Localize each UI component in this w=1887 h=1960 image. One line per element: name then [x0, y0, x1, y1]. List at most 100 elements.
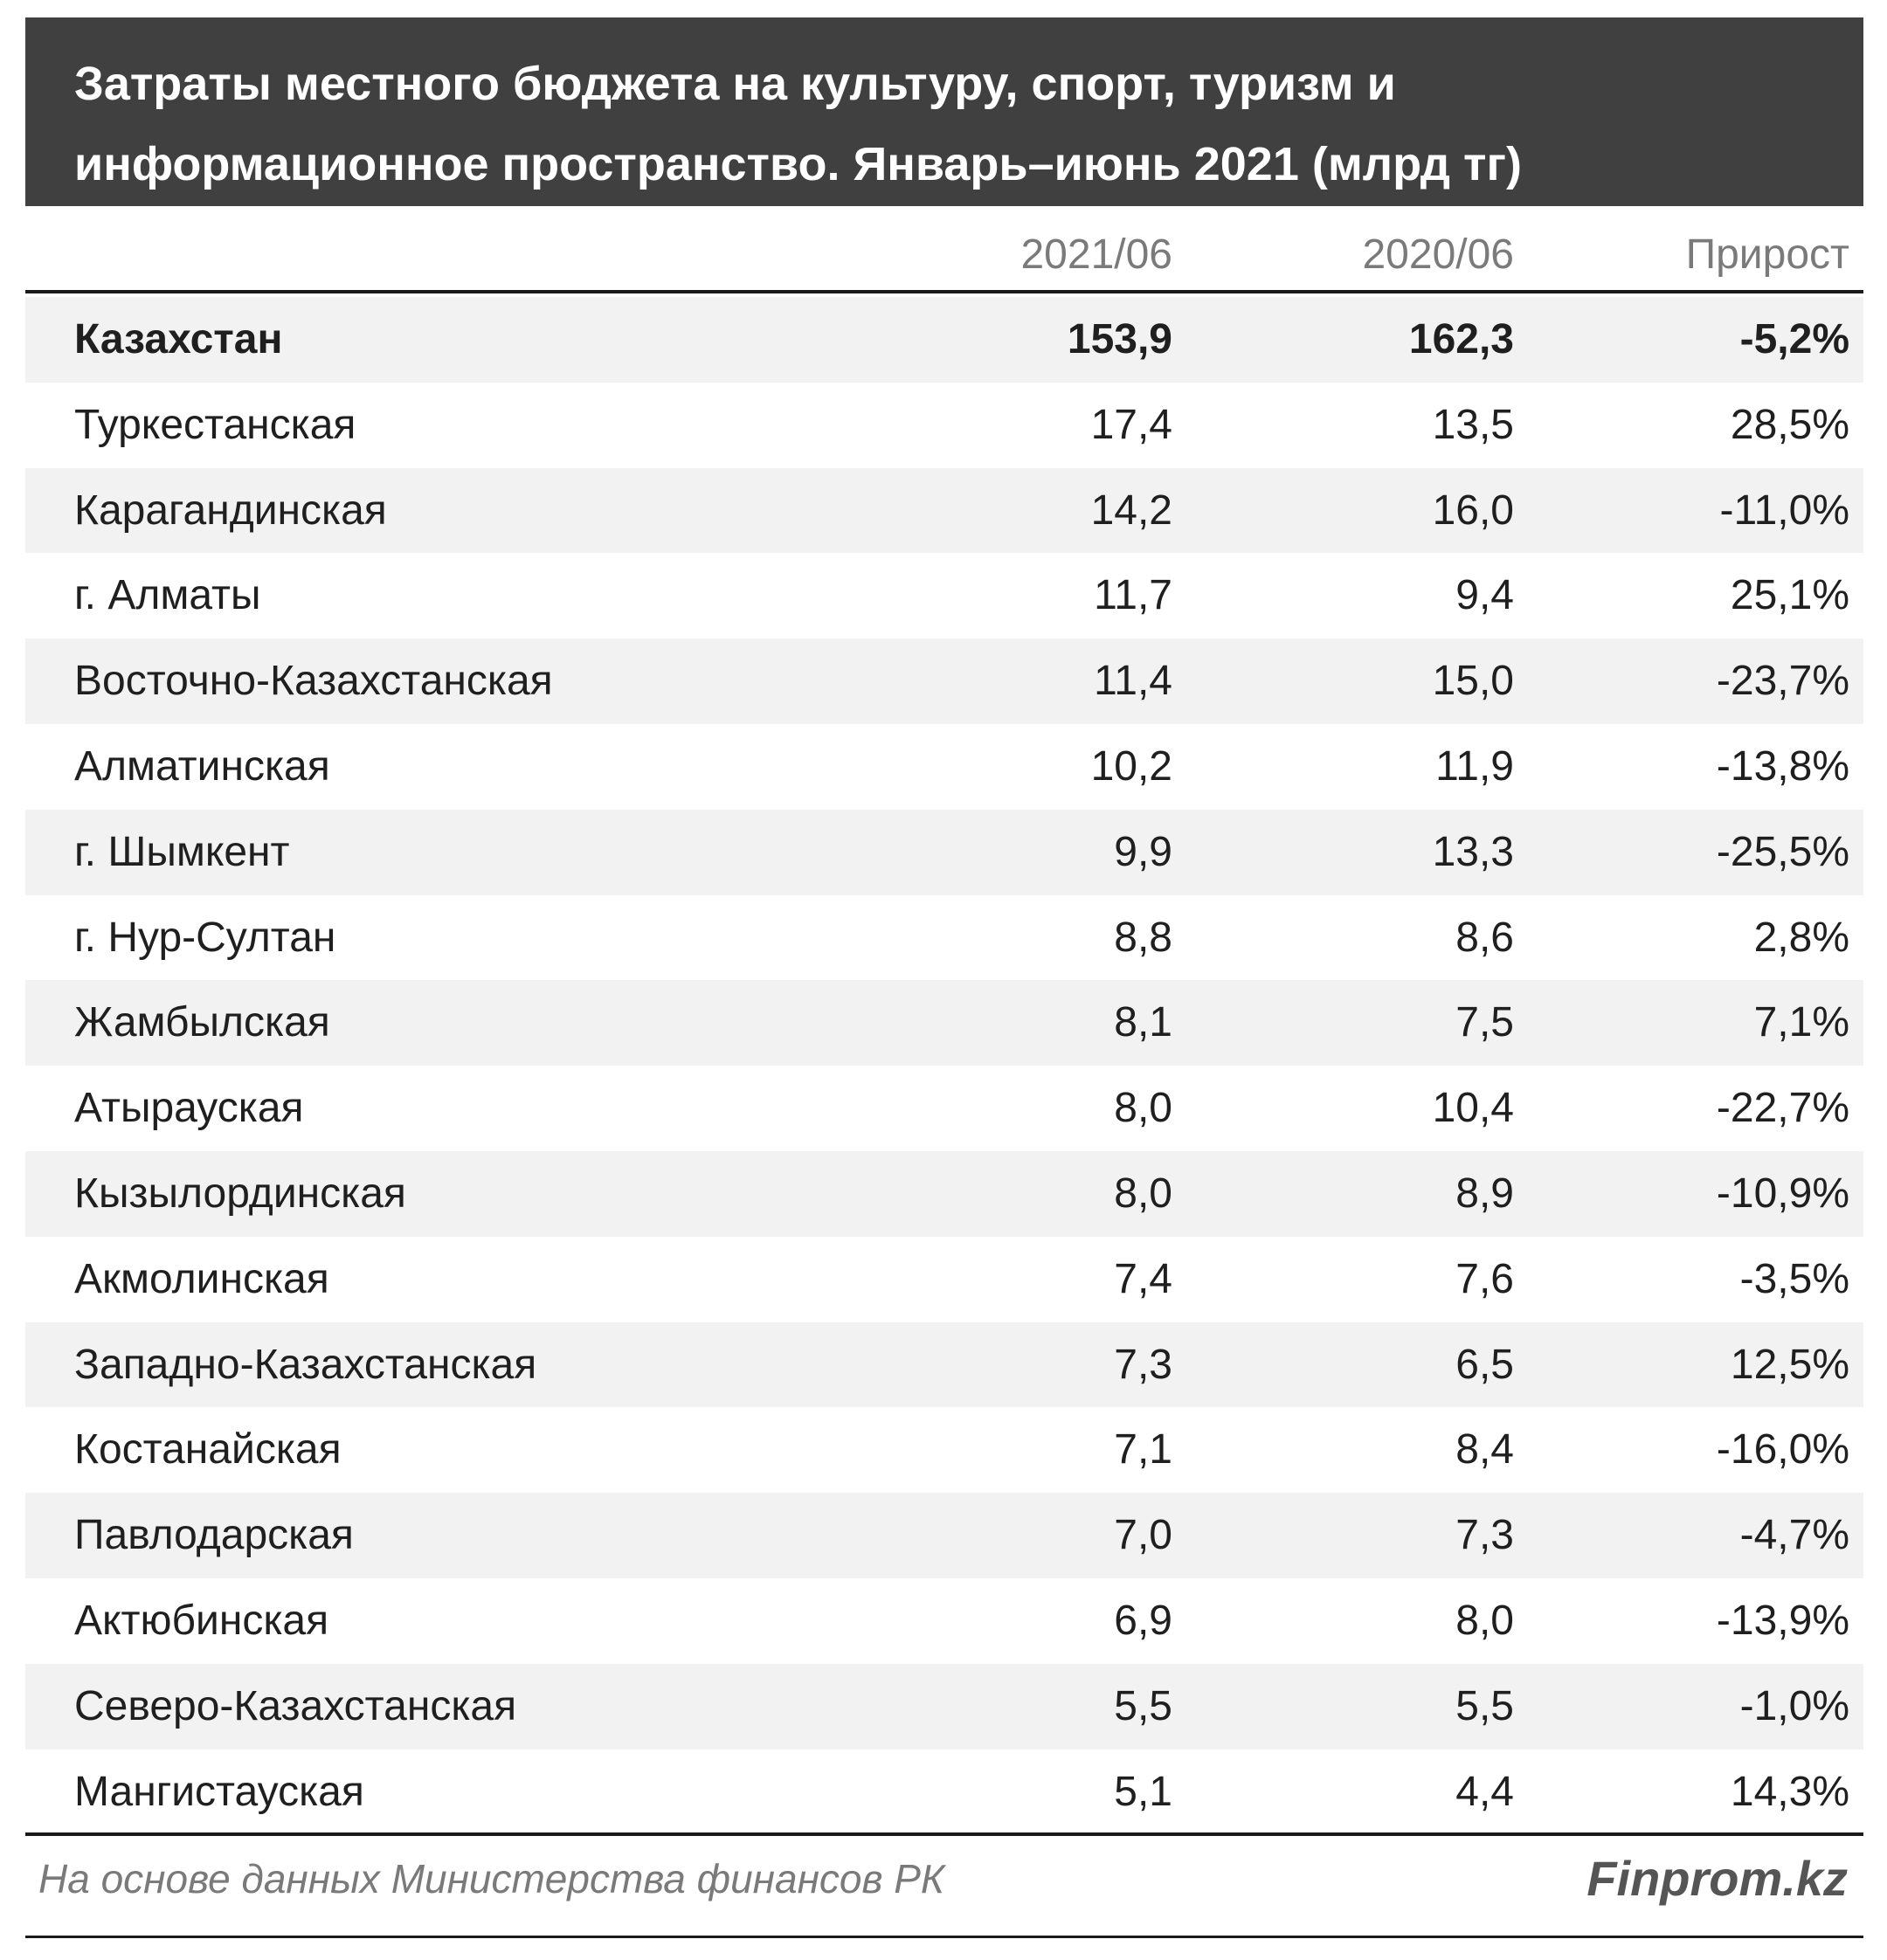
region-name: Жамбылская: [74, 999, 330, 1046]
region-name: г. Шымкент: [74, 828, 290, 875]
value-2021: 11,7: [1094, 572, 1172, 619]
region-name: Туркестанская: [74, 401, 356, 448]
value-2021: 14,2: [1090, 487, 1172, 534]
chart-title: Затраты местного бюджета на культуру, сп…: [74, 58, 1522, 190]
region-name: Кызылординская: [74, 1170, 406, 1217]
region-name: Алматинская: [74, 742, 330, 790]
table-header: 2021/06 2020/06 Прирост: [25, 206, 1863, 293]
value-2021: 10,2: [1090, 742, 1172, 790]
value-2020: 16,0: [1432, 487, 1514, 534]
region-name: Атырауская: [74, 1085, 304, 1132]
value-2020: 8,4: [1455, 1426, 1514, 1473]
value-2020: 13,3: [1432, 828, 1514, 875]
region-name: Казахстан: [74, 316, 283, 362]
column-header-growth: Прирост: [1685, 231, 1849, 278]
region-name: Актюбинская: [74, 1597, 329, 1644]
value-2021: 7,4: [1114, 1255, 1172, 1302]
value-2021: 6,9: [1114, 1597, 1172, 1644]
region-name: Северо-Казахстанская: [74, 1682, 517, 1729]
value-2020: 7,6: [1455, 1255, 1514, 1302]
region-name: Мангистауская: [74, 1768, 364, 1815]
value-2021: 153,9: [1067, 316, 1172, 362]
growth-value: 7,1%: [1753, 999, 1849, 1046]
region-name: Павлодарская: [74, 1512, 354, 1559]
footer-border: [25, 1936, 1863, 1938]
value-2020: 13,5: [1432, 401, 1514, 448]
table-row: г. Алматы 11,7 9,4 25,1%: [25, 553, 1863, 638]
growth-value: -10,9%: [1716, 1170, 1849, 1217]
growth-value: -11,0%: [1719, 487, 1849, 534]
value-2020: 6,5: [1455, 1341, 1514, 1388]
region-name: г. Алматы: [74, 572, 261, 619]
growth-value: -5,2%: [1739, 316, 1849, 362]
value-2020: 162,3: [1408, 316, 1514, 362]
value-2020: 7,5: [1455, 999, 1514, 1046]
column-header-2020: 2020/06: [1362, 231, 1514, 278]
table-row: г. Шымкент 9,9 13,3 -25,5%: [25, 809, 1863, 895]
value-2021: 8,1: [1114, 999, 1172, 1046]
table-row: Актюбинская 6,9 8,0 -13,9%: [25, 1578, 1863, 1664]
table-row: Западно-Казахстанская 7,3 6,5 12,5%: [25, 1322, 1863, 1408]
table-row: Жамбылская 8,1 7,5 7,1%: [25, 980, 1863, 1066]
value-2021: 5,1: [1114, 1768, 1172, 1815]
value-2021: 11,4: [1094, 658, 1172, 705]
value-2021: 17,4: [1090, 401, 1172, 448]
growth-value: -3,5%: [1739, 1255, 1849, 1302]
column-header-2021: 2021/06: [1020, 231, 1172, 278]
region-name: Карагандинская: [74, 487, 387, 534]
value-2020: 15,0: [1432, 658, 1514, 705]
table-row: Мангистауская 5,1 4,4 14,3%: [25, 1750, 1863, 1835]
value-2021: 8,0: [1114, 1170, 1172, 1217]
table-row: Атырауская 8,0 10,4 -22,7%: [25, 1066, 1863, 1151]
table-body: Казахстан 153,9 162,3 -5,2% Туркестанская 17,…: [25, 297, 1863, 1834]
title-bar: Затраты местного бюджета на культуру, сп…: [25, 17, 1863, 206]
table-row: Павлодарская 7,0 7,3 -4,7%: [25, 1493, 1863, 1578]
growth-value: -25,5%: [1716, 828, 1849, 875]
table-row: Восточно-Казахстанская 11,4 15,0 -23,7%: [25, 638, 1863, 724]
value-2020: 7,3: [1455, 1512, 1514, 1559]
region-name: Восточно-Казахстанская: [74, 658, 553, 705]
growth-value: -22,7%: [1716, 1085, 1849, 1132]
growth-value: 14,3%: [1730, 1768, 1849, 1815]
growth-value: 12,5%: [1730, 1341, 1849, 1388]
value-2020: 8,6: [1455, 914, 1514, 961]
value-2020: 9,4: [1455, 572, 1514, 619]
value-2021: 8,0: [1114, 1085, 1172, 1132]
value-2020: 8,9: [1455, 1170, 1514, 1217]
source-note: На основе данных Министерства финансов Р…: [38, 1856, 945, 1901]
region-name: Акмолинская: [74, 1255, 329, 1302]
value-2021: 7,3: [1114, 1341, 1172, 1388]
table-row-total: Казахстан 153,9 162,3 -5,2%: [25, 297, 1863, 383]
value-2021: 8,8: [1114, 914, 1172, 961]
table-row: Туркестанская 17,4 13,5 28,5%: [25, 383, 1863, 468]
growth-value: -13,8%: [1716, 742, 1849, 790]
value-2021: 5,5: [1114, 1682, 1172, 1729]
table-row: г. Нур-Султан 8,8 8,6 2,8%: [25, 895, 1863, 981]
table-row: Кызылординская 8,0 8,9 -10,9%: [25, 1150, 1863, 1237]
growth-value: -16,0%: [1716, 1426, 1849, 1473]
table-row: Северо-Казахстанская 5,5 5,5 -1,0%: [25, 1663, 1863, 1750]
growth-value: -23,7%: [1716, 658, 1849, 705]
table-row: Акмолинская 7,4 7,6 -3,5%: [25, 1237, 1863, 1322]
region-name: г. Нур-Султан: [74, 914, 336, 961]
growth-value: -13,9%: [1716, 1597, 1849, 1644]
table-row: Алматинская 10,2 11,9 -13,8%: [25, 724, 1863, 810]
growth-value: 28,5%: [1730, 401, 1849, 448]
value-2021: 7,1: [1114, 1426, 1172, 1473]
value-2020: 5,5: [1455, 1682, 1514, 1729]
value-2020: 10,4: [1432, 1085, 1514, 1132]
value-2021: 9,9: [1114, 828, 1172, 875]
value-2020: 11,9: [1435, 742, 1514, 790]
value-2021: 7,0: [1114, 1512, 1172, 1559]
table-row: Карагандинская 14,2 16,0 -11,0%: [25, 467, 1863, 554]
growth-value: -1,0%: [1739, 1682, 1849, 1729]
growth-value: 25,1%: [1730, 572, 1849, 619]
region-name: Костанайская: [74, 1426, 342, 1473]
table-row: Костанайская 7,1 8,4 -16,0%: [25, 1407, 1863, 1493]
growth-value: 2,8%: [1753, 914, 1849, 961]
region-name: Западно-Казахстанская: [74, 1341, 537, 1388]
value-2020: 4,4: [1455, 1768, 1514, 1815]
brand-logo: Finprom.kz: [1586, 1851, 1848, 1906]
value-2020: 8,0: [1455, 1597, 1514, 1644]
table-bottom-border: [25, 1832, 1863, 1836]
